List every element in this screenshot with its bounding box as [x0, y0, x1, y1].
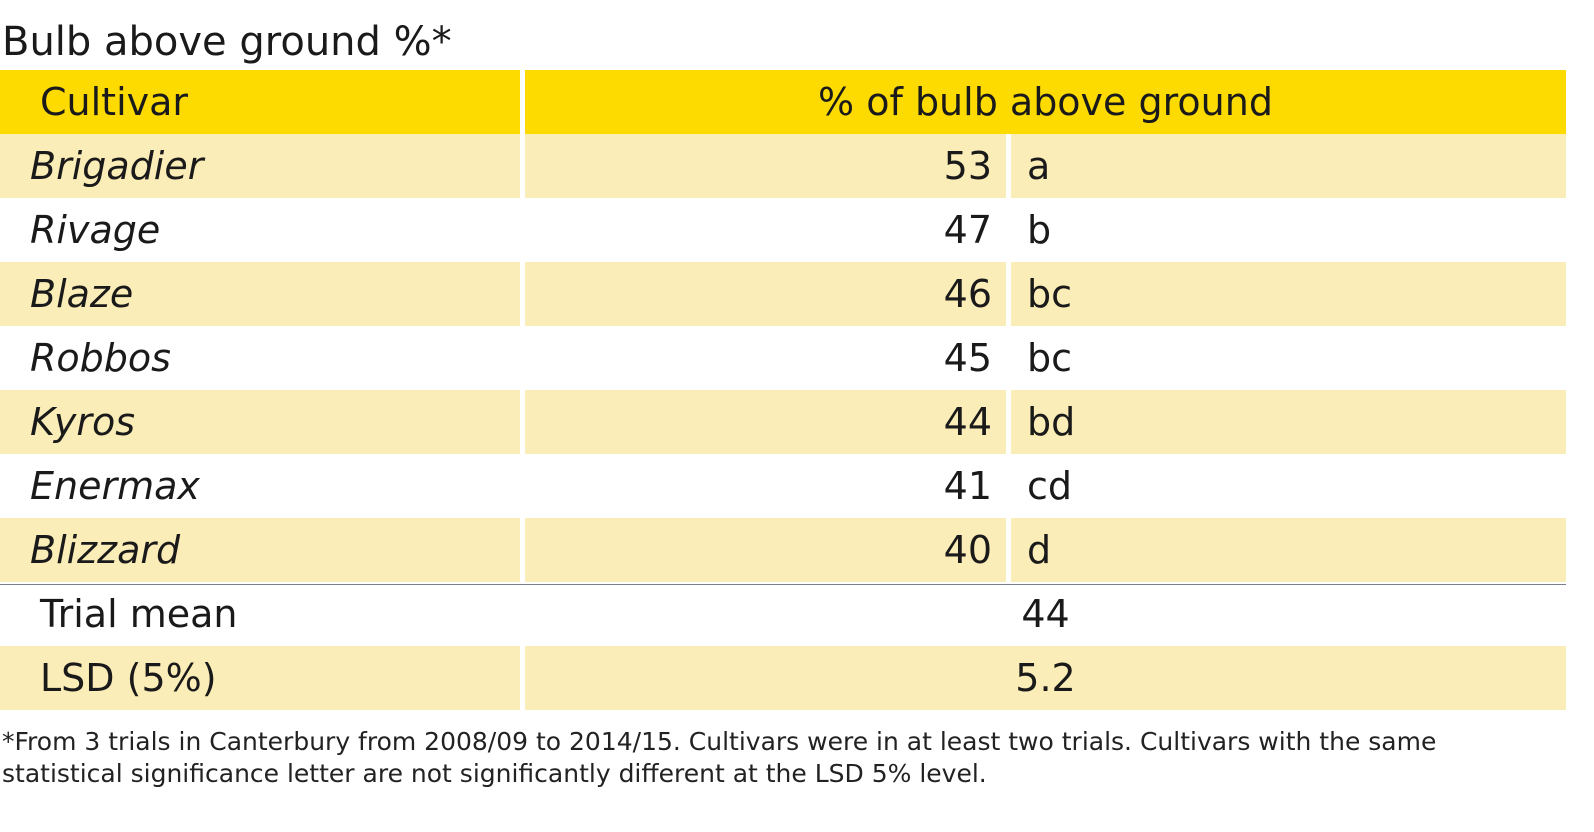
footnote: *From 3 trials in Canterbury from 2008/0… [2, 727, 1437, 788]
significance-letter: a [1011, 134, 1566, 198]
table-row: Rivage 47 b [0, 198, 1566, 262]
table-row: Enermax 41 cd [0, 454, 1566, 518]
significance-letter: bc [1011, 262, 1566, 326]
cultivar-name: Enermax [30, 464, 200, 508]
significance-letter: bd [1011, 390, 1566, 454]
cultivar-name: Kyros [0, 390, 520, 454]
percent-value: 53 [525, 134, 1006, 198]
table-row: Brigadier 53 a [0, 134, 1566, 198]
table-row: Blaze 46 bc [0, 262, 1566, 326]
table-row: Robbos 45 bc [0, 326, 1566, 390]
table-row: Kyros 44 bd [0, 390, 1566, 454]
table-header-row: Cultivar % of bulb above ground [0, 70, 1566, 134]
cultivar-name: Rivage [30, 208, 161, 252]
percent-value: 47 [943, 208, 992, 252]
significance-letter: b [1027, 208, 1052, 252]
cultivar-name: Robbos [30, 336, 171, 380]
trial-mean-row: Trial mean 44 [0, 582, 1566, 646]
table-row: Blizzard 40 d [0, 518, 1566, 582]
summary-divider [0, 584, 1566, 585]
percent-value: 41 [943, 464, 992, 508]
lsd-label: LSD (5%) [0, 646, 520, 710]
trial-mean-label: Trial mean [40, 592, 238, 636]
bulb-table: Cultivar % of bulb above ground Brigadie… [0, 70, 1566, 710]
significance-letter: d [1011, 518, 1566, 582]
header-cultivar: Cultivar [0, 70, 520, 134]
percent-value: 44 [525, 390, 1006, 454]
significance-letter: bc [1027, 336, 1073, 380]
percent-value: 45 [943, 336, 992, 380]
table-title: Bulb above ground %* [2, 19, 452, 65]
percent-value: 40 [525, 518, 1006, 582]
cultivar-name: Blizzard [0, 518, 520, 582]
lsd-value: 5.2 [525, 646, 1566, 710]
percent-value: 46 [525, 262, 1006, 326]
significance-letter: cd [1027, 464, 1073, 508]
trial-mean-value: 44 [1021, 592, 1070, 636]
lsd-row: LSD (5%) 5.2 [0, 646, 1566, 710]
cultivar-name: Blaze [0, 262, 520, 326]
header-percent: % of bulb above ground [525, 70, 1566, 134]
cultivar-name: Brigadier [0, 134, 520, 198]
